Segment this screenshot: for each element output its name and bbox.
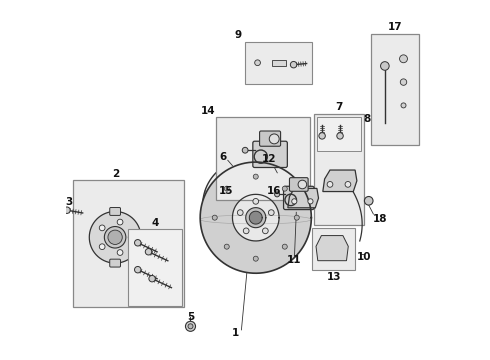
Circle shape <box>212 215 217 220</box>
Bar <box>313 228 355 270</box>
Bar <box>314 114 364 225</box>
Text: 14: 14 <box>201 106 216 116</box>
FancyBboxPatch shape <box>110 207 121 215</box>
Circle shape <box>242 147 248 153</box>
Circle shape <box>117 219 123 225</box>
Circle shape <box>149 275 155 282</box>
Text: 7: 7 <box>335 102 343 112</box>
Circle shape <box>400 79 407 85</box>
Text: 4: 4 <box>151 218 159 228</box>
Circle shape <box>135 239 141 246</box>
Text: 9: 9 <box>234 30 242 40</box>
Text: 12: 12 <box>262 154 276 164</box>
Bar <box>245 41 313 84</box>
Circle shape <box>291 62 297 68</box>
Circle shape <box>244 228 249 234</box>
Circle shape <box>298 180 307 189</box>
Circle shape <box>253 198 259 204</box>
Circle shape <box>345 181 351 187</box>
Circle shape <box>224 186 229 191</box>
Circle shape <box>224 244 229 249</box>
Bar <box>73 180 184 307</box>
Circle shape <box>399 55 408 63</box>
FancyBboxPatch shape <box>253 141 287 167</box>
Circle shape <box>253 256 258 261</box>
Circle shape <box>282 244 287 249</box>
Circle shape <box>99 225 105 231</box>
Bar <box>317 117 361 151</box>
Circle shape <box>308 199 313 204</box>
Polygon shape <box>288 188 318 208</box>
Text: 16: 16 <box>267 186 281 196</box>
Circle shape <box>274 192 280 197</box>
Text: 8: 8 <box>363 114 370 124</box>
Polygon shape <box>200 162 311 273</box>
Circle shape <box>365 197 373 205</box>
FancyBboxPatch shape <box>260 131 281 146</box>
Text: 5: 5 <box>187 312 194 322</box>
Circle shape <box>108 230 122 244</box>
Circle shape <box>255 60 260 66</box>
Circle shape <box>99 244 105 249</box>
Circle shape <box>294 215 299 220</box>
Text: 11: 11 <box>287 255 302 265</box>
Circle shape <box>64 207 70 213</box>
Circle shape <box>135 266 141 273</box>
Polygon shape <box>249 211 262 224</box>
Text: 10: 10 <box>357 252 372 262</box>
Circle shape <box>263 228 268 234</box>
Text: 1: 1 <box>232 328 239 338</box>
Circle shape <box>188 324 193 329</box>
Circle shape <box>292 199 297 204</box>
Polygon shape <box>89 211 141 263</box>
Circle shape <box>401 103 406 108</box>
Text: 15: 15 <box>219 186 234 196</box>
Bar <box>216 117 310 200</box>
Circle shape <box>253 174 258 179</box>
Text: 6: 6 <box>220 152 227 162</box>
Circle shape <box>381 62 389 70</box>
FancyBboxPatch shape <box>110 259 121 267</box>
Circle shape <box>269 210 274 216</box>
Circle shape <box>104 226 126 248</box>
Circle shape <box>186 321 196 331</box>
Circle shape <box>319 133 325 139</box>
Circle shape <box>327 181 333 187</box>
Circle shape <box>237 210 243 216</box>
Polygon shape <box>245 208 266 228</box>
FancyArrow shape <box>272 59 286 66</box>
Bar <box>128 229 181 306</box>
Polygon shape <box>316 235 348 261</box>
FancyBboxPatch shape <box>284 186 314 210</box>
Text: 17: 17 <box>388 22 402 32</box>
Circle shape <box>117 249 123 255</box>
Text: 2: 2 <box>112 168 120 179</box>
Text: 13: 13 <box>327 272 341 282</box>
Polygon shape <box>232 194 279 241</box>
Circle shape <box>282 186 287 191</box>
Circle shape <box>337 133 343 139</box>
Bar <box>371 34 419 145</box>
Polygon shape <box>323 170 357 192</box>
Text: 18: 18 <box>373 214 388 224</box>
Circle shape <box>128 234 134 240</box>
Polygon shape <box>203 159 294 251</box>
Text: 3: 3 <box>66 197 73 207</box>
FancyBboxPatch shape <box>290 178 308 191</box>
Circle shape <box>145 248 152 255</box>
Circle shape <box>270 134 279 144</box>
